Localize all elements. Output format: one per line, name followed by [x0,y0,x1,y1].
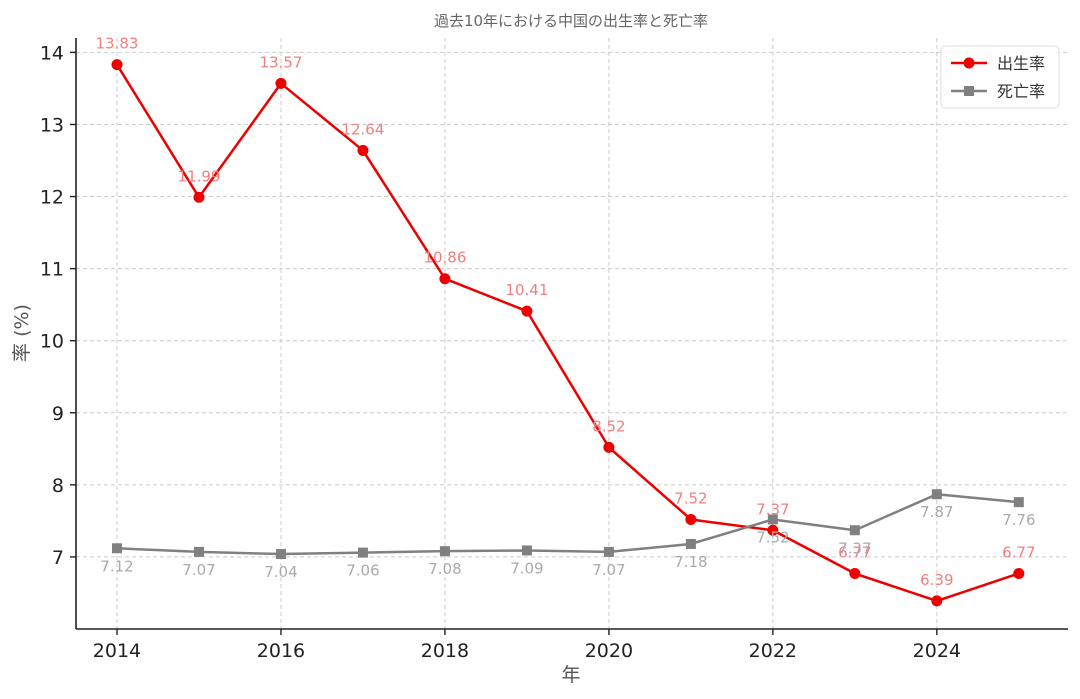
x-axis-title: 年 [561,664,580,686]
grid [76,38,1068,629]
series-1-point [849,568,861,580]
series-1-point [357,144,369,156]
series-1-data-label: 8.52 [592,417,625,435]
x-tick-label: 2022 [749,640,797,662]
series-2-point [1013,497,1024,508]
y-tick-label: 12 [40,187,64,209]
series-2-data-label: 7.76 [1002,511,1035,529]
series-2-point [849,525,860,536]
series-2-point [111,543,122,554]
series-2-line [116,492,1019,556]
series-2-point [767,514,778,525]
series-1-data-label: 7.52 [674,489,707,507]
series-1-data-label: 13.83 [96,35,139,53]
y-tick-label: 10 [40,331,64,353]
series-1-point [111,59,123,71]
series-layer [111,59,1025,607]
series-1-data-label: 6.39 [920,571,953,589]
x-tick-label: 2014 [93,640,141,662]
series-2-point [685,538,696,549]
y-tick-label: 13 [40,114,64,136]
x-tick-label: 2018 [421,640,469,662]
series-2-point [193,546,204,557]
series-2-data-label: 7.07 [592,561,625,579]
y-tick-label: 7 [52,547,64,569]
series-2-data-label: 7.04 [264,563,297,581]
y-tick-label: 8 [52,475,64,497]
series-1-point [685,513,697,525]
series-1-point [439,273,451,285]
series-2-data-label: 7.07 [182,561,215,579]
series-2-legend-marker [964,86,974,96]
series-2-point [439,546,450,557]
chart-title: 過去10年における中国の出生率と死亡率 [434,12,708,30]
x-tick-label: 2024 [913,640,961,662]
series-1-point [193,191,205,203]
series-1-point [603,441,615,453]
series-2-data-label: 7.09 [510,559,543,577]
series-1-line [115,64,1020,603]
series-1-point [1013,568,1025,580]
y-tick-label: 14 [40,42,64,64]
series-2-data-label: 7.06 [346,562,379,580]
y-tick-label: 11 [40,259,64,281]
series-1-data-label: 13.57 [259,53,302,71]
series-2-data-label: 7.08 [428,560,461,578]
series-2-data-label: 7.87 [920,503,953,521]
series-2-data-label: 7.37 [838,539,871,557]
series-2-point [521,545,532,556]
series-1-legend-label: 出生率 [997,54,1045,73]
series-1-point [521,305,533,317]
series-2-data-label: 7.18 [674,553,707,571]
series-2-point [931,489,942,500]
series-2-point [275,549,286,560]
series-2-point [603,546,614,557]
x-tick-label: 2016 [257,640,305,662]
series-1-point [275,77,287,89]
series-1-data-label: 7.37 [756,500,789,518]
x-tick-label: 2020 [585,640,633,662]
series-1-data-label: 11.99 [177,167,220,185]
series-2-data-label: 7.52 [756,528,789,546]
series-1-data-label: 6.77 [838,544,871,562]
series-1-data-label: 10.41 [505,281,548,299]
series-1-data-label: 12.64 [341,120,384,138]
series-1-point [931,595,943,607]
series-2-legend-label: 死亡率 [997,82,1045,101]
y-tick-label: 9 [52,403,64,425]
series-2-point [357,547,368,558]
series-1-point [767,524,779,536]
series-1-data-label: 6.77 [1002,544,1035,562]
series-1-data-label: 10.86 [423,249,466,267]
series-2-data-label: 7.12 [100,557,133,575]
y-axis-title: 率 (%) [11,304,33,362]
axes: 2014 2016 2018 2020 2022 2024 7 8 9 10 11 12 13 14 [40,38,1068,662]
series-1-legend-marker [963,57,975,69]
data-labels: 13.83 11.99 13.57 12.64 10.86 10.41 8.52 7.52 7.… [96,35,1036,589]
